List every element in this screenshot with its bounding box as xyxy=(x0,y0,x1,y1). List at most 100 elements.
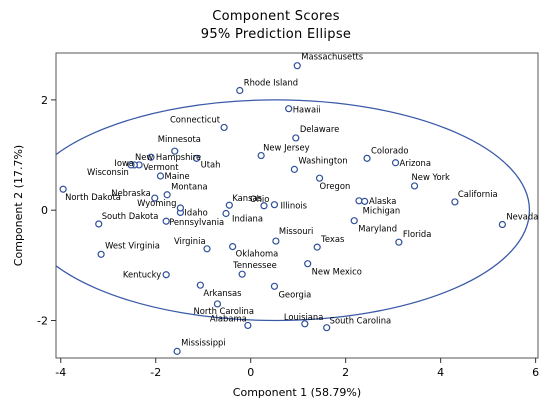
point-florida xyxy=(395,238,403,246)
point-label-utah: Utah xyxy=(201,159,221,169)
point-pennsylvania xyxy=(162,217,170,225)
point-label-hawaii: Hawaii xyxy=(293,105,321,115)
point-label-alabama: Alabama xyxy=(210,313,247,323)
point-label-washington: Washington xyxy=(298,155,347,165)
chart-title: Component Scores xyxy=(212,9,340,24)
point-label-idaho: Idaho xyxy=(184,207,207,217)
point-label-virginia: Virginia xyxy=(174,236,206,246)
point-mississippi xyxy=(173,347,181,355)
point-wyoming xyxy=(176,204,185,212)
point-oklahoma xyxy=(229,242,237,251)
point-kansas xyxy=(225,201,233,209)
point-label-louisiana: Louisiana xyxy=(284,312,324,322)
point-texas xyxy=(313,243,321,251)
x-tick-label: 0 xyxy=(247,366,254,379)
point-label-south-dakota: South Dakota xyxy=(102,211,159,221)
point-label-kansas: Kansas xyxy=(232,193,262,203)
x-tick-label: -4 xyxy=(55,366,66,379)
point-utah xyxy=(192,154,201,162)
x-tick-label: 6 xyxy=(532,366,539,379)
point-washington xyxy=(290,165,298,173)
point-north-dakota xyxy=(59,185,67,193)
point-label-vermont: Vermont xyxy=(143,162,179,172)
point-wisconsin xyxy=(127,161,135,169)
point-ohio xyxy=(260,202,268,210)
point-hawaii xyxy=(285,105,293,113)
point-label-new-jersey: New Jersey xyxy=(263,143,310,153)
chart-subtitle: 95% Prediction Ellipse xyxy=(200,27,352,42)
point-indiana xyxy=(222,209,230,218)
point-georgia xyxy=(270,282,279,290)
point-label-nebraska: Nebraska xyxy=(111,188,151,198)
point-label-maine: Maine xyxy=(164,171,189,181)
point-label-new-mexico: New Mexico xyxy=(312,267,362,277)
point-label-arizona: Arizona xyxy=(400,158,431,168)
point-label-minnesota: Minnesota xyxy=(158,134,201,144)
y-tick-label: 0 xyxy=(41,204,48,217)
point-new-york xyxy=(410,182,419,190)
point-minnesota xyxy=(171,147,179,155)
point-montana xyxy=(163,191,171,199)
point-louisiana xyxy=(301,320,309,328)
point-label-ohio: Ohio xyxy=(250,194,269,204)
point-label-texas: Texas xyxy=(320,234,344,244)
point-new-mexico xyxy=(304,260,312,268)
point-label-florida: Florida xyxy=(403,229,432,239)
point-label-illinois: Illinois xyxy=(280,201,307,211)
point-west-virginia xyxy=(97,250,105,258)
point-label-alaska: Alaska xyxy=(369,196,396,206)
point-illinois xyxy=(270,201,279,209)
point-label-tennessee: Tennessee xyxy=(232,260,277,270)
point-label-new-hampshire: New Hampshire xyxy=(135,152,201,162)
point-label-mississippi: Mississippi xyxy=(181,337,226,347)
point-label-north-carolina: North Carolina xyxy=(193,306,254,316)
point-label-georgia: Georgia xyxy=(278,289,311,299)
point-new-hampshire xyxy=(147,153,155,161)
point-label-north-dakota: North Dakota xyxy=(65,192,121,202)
point-michigan xyxy=(361,197,369,205)
point-label-maryland: Maryland xyxy=(358,224,397,234)
point-label-south-carolina: South Carolina xyxy=(330,316,391,326)
point-missouri xyxy=(272,237,280,245)
y-tick-label: 2 xyxy=(41,94,48,107)
point-south-carolina xyxy=(323,324,331,332)
point-maine xyxy=(156,172,165,180)
point-label-indiana: Indiana xyxy=(232,213,263,223)
point-label-missouri: Missouri xyxy=(279,226,313,236)
point-label-colorado: Colorado xyxy=(371,145,408,155)
point-label-oregon: Oregon xyxy=(320,181,351,191)
point-massachusetts xyxy=(293,62,301,70)
point-label-michigan: Michigan xyxy=(363,205,401,215)
point-virginia xyxy=(203,245,211,253)
point-arkansas xyxy=(196,281,204,289)
point-oregon xyxy=(315,174,324,182)
point-north-carolina xyxy=(213,300,222,308)
point-label-oklahoma: Oklahoma xyxy=(236,249,279,259)
point-connecticut xyxy=(220,123,228,132)
point-label-kentucky: Kentucky xyxy=(123,270,161,280)
point-label-iowa: Iowa xyxy=(114,158,134,168)
point-label-rhode-island: Rhode Island xyxy=(244,78,298,88)
point-nevada xyxy=(498,220,506,229)
point-kentucky xyxy=(162,271,170,279)
point-label-montana: Montana xyxy=(171,182,208,192)
point-alabama xyxy=(244,321,252,330)
point-alaska xyxy=(355,197,363,205)
plot-frame xyxy=(55,52,539,359)
point-label-california: California xyxy=(458,189,498,199)
point-colorado xyxy=(363,154,371,162)
x-tick-label: 4 xyxy=(437,366,444,379)
point-nebraska xyxy=(151,194,159,202)
point-label-pennsylvania: Pennsylvania xyxy=(169,217,224,227)
point-label-connecticut: Connecticut xyxy=(170,114,221,124)
point-label-new-york: New York xyxy=(412,172,450,182)
point-label-west-virginia: West Virginia xyxy=(105,240,160,250)
y-tick-label: -2 xyxy=(37,314,48,327)
point-tennessee xyxy=(238,270,246,278)
point-arizona xyxy=(391,159,400,167)
point-label-arkansas: Arkansas xyxy=(203,288,241,298)
point-label-wyoming: Wyoming xyxy=(137,198,176,208)
point-label-delaware: Delaware xyxy=(300,124,339,134)
